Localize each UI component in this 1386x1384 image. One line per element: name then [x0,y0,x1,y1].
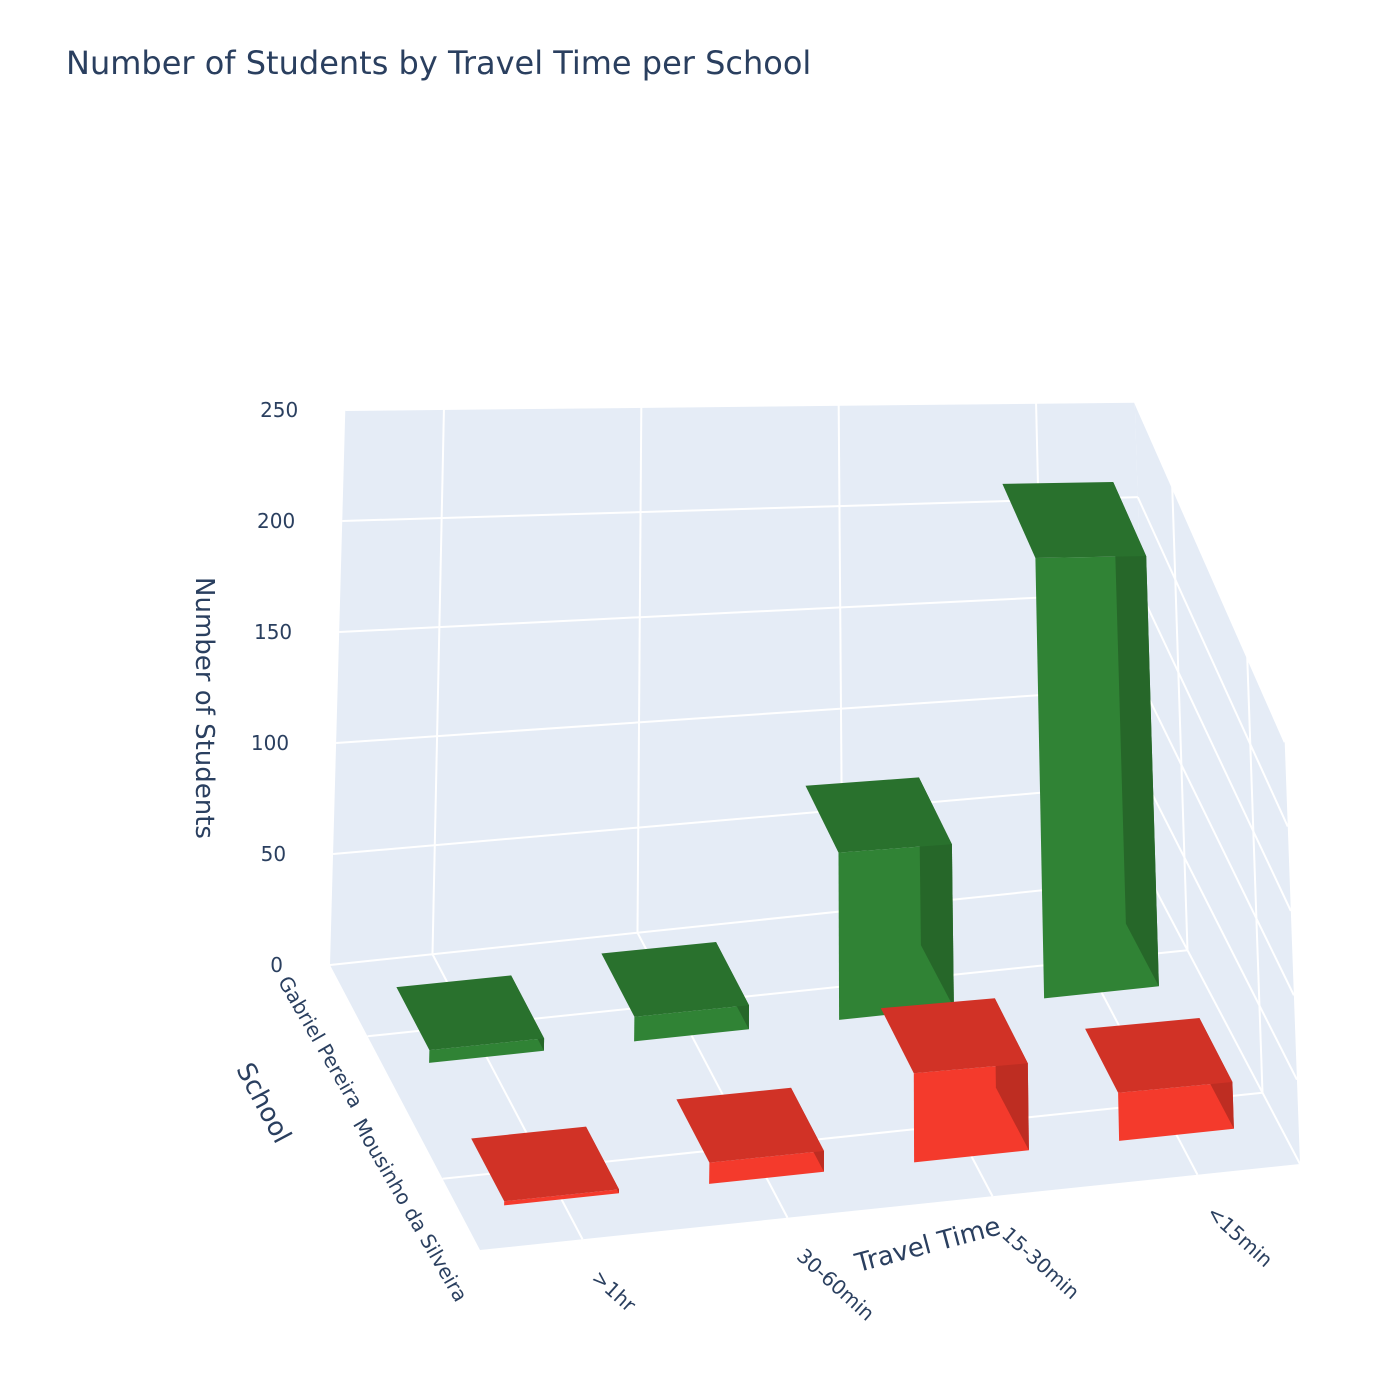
z-tick-label: 50 [261,842,286,866]
z-tick-label: 150 [254,620,292,644]
bar-top-face [1002,482,1147,558]
gridline-side [1146,783,1298,1081]
bar-top-face [1085,1018,1233,1093]
bar-top-face [676,1087,824,1163]
z-tick-label: 200 [257,509,295,533]
bar[interactable] [1002,482,1159,999]
bar-side-face [1113,482,1159,987]
gridline-school [1246,657,1264,1093]
gridline-side [1133,401,1286,743]
x-tick-label: 15-30min [997,1222,1084,1304]
gridline-side [1142,687,1295,996]
bar-front-face [709,1151,824,1184]
bar-top-face [805,777,952,853]
bar[interactable] [601,942,749,1042]
gridline-back [332,782,1148,855]
bar-top-face [880,998,1028,1074]
chart-title: Number of Students by Travel Time per Sc… [66,44,812,82]
gridline-back [329,878,1151,966]
gridline-back [342,496,1138,522]
bar-top-face [601,942,749,1017]
bar-top-face [396,975,545,1051]
z-tick-label: 100 [251,731,289,755]
y-axis-title: School [230,1058,297,1148]
gridline-side [1139,592,1292,912]
gridline-side [1136,496,1289,827]
z-axis-title: Number of Students [189,577,219,839]
bar[interactable] [1085,1018,1234,1141]
x-tick-label: >1hr [587,1265,641,1317]
x-tick-label: <15min [1202,1201,1277,1272]
bar[interactable] [396,975,545,1063]
bar-front-face [429,1038,545,1063]
bar-front-face [634,1005,749,1042]
bar[interactable] [805,777,954,1020]
gridline-back [336,687,1144,744]
gridline-back [339,591,1141,633]
bars [396,482,1234,1206]
gridline-category [431,408,445,955]
gridline-back [345,400,1135,411]
gridline-side [1149,878,1301,1165]
back-wall [330,401,1150,965]
bar[interactable] [676,1087,824,1184]
x-axis-title: Travel Time [851,1211,1004,1279]
bar[interactable] [471,1126,619,1206]
gridline-school [1171,486,1189,951]
bar[interactable] [880,998,1029,1163]
bar-top-face [471,1126,619,1202]
bar-front-face [1118,1082,1234,1141]
gridline-category [636,406,643,933]
bar-front-face [504,1189,619,1206]
z-tick-label: 0 [270,953,283,977]
z-tick-label: 250 [260,398,298,422]
